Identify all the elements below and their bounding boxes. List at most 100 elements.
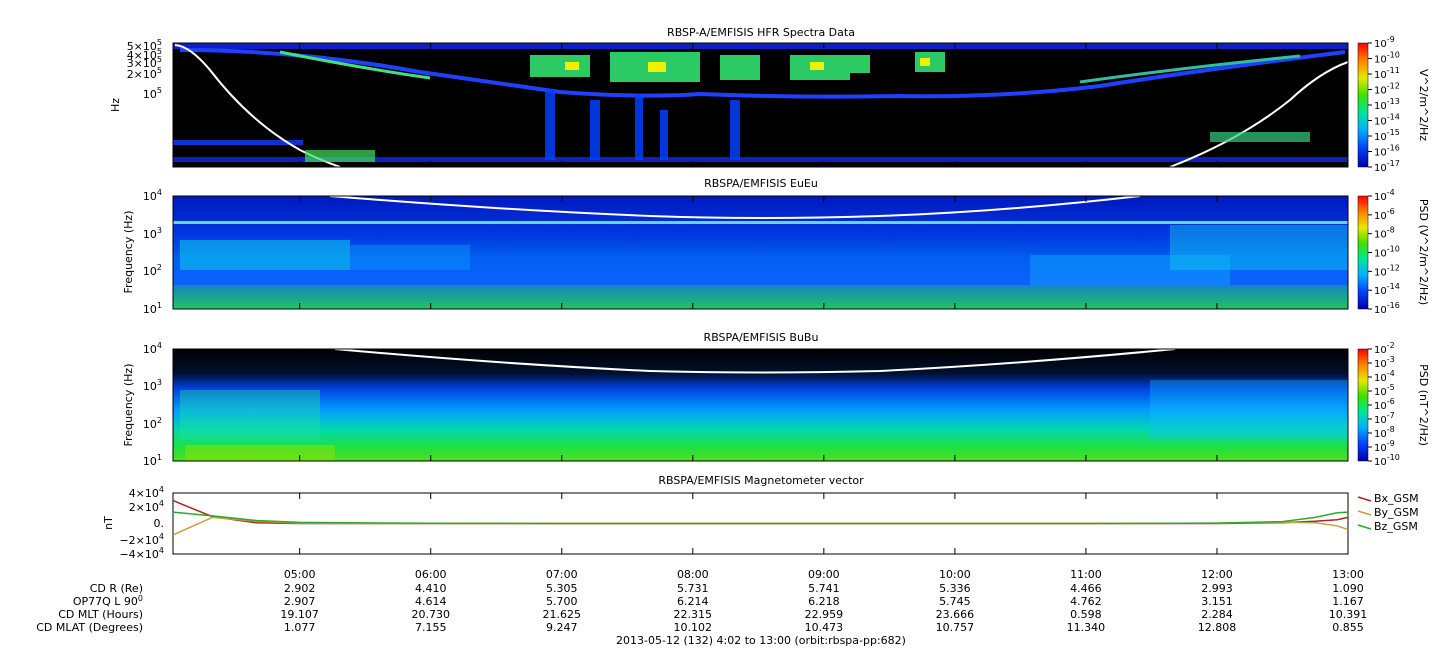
ephemeris-cell: 12.808	[1198, 621, 1237, 634]
panel-title-hfr: RBSP-A/EMFISIS HFR Spectra Data	[667, 26, 855, 39]
ephemeris-row-label: OP77Q L 900	[73, 594, 143, 608]
ephemeris-cell: 7.155	[415, 621, 447, 634]
ephemeris-cell: 4.614	[415, 595, 447, 608]
mag-ytick: −4×104	[119, 546, 164, 561]
ephemeris-cell: 1.090	[1332, 582, 1364, 595]
cbar-tick-label: 10-3	[1374, 355, 1395, 370]
cbar-tick-label: 10-13	[1374, 97, 1400, 112]
cbar-tick-label: 10-6	[1374, 397, 1395, 412]
mag-series	[172, 499, 1349, 536]
ephemeris-cell: 5.305	[546, 582, 578, 595]
ephemeris-cell: 9.247	[546, 621, 578, 634]
series-line-bz_gsm	[172, 511, 1349, 525]
ephemeris-cell: 5.741	[808, 582, 840, 595]
bubu-ytick: 102	[143, 416, 162, 431]
ephemeris-table: 05:00 06:00 07:00 08:00 09:00 10:00 11:00 12:00…	[36, 568, 1367, 634]
time-tick-label: 10:00	[939, 568, 971, 581]
time-tick-label: 09:00	[808, 568, 840, 581]
cbar-tick-label: 10-6	[1374, 207, 1395, 222]
eueu-ytick: 104	[143, 188, 162, 203]
legend-label: By_GSM	[1374, 506, 1419, 519]
ephemeris-row-label: CD R (Re)	[90, 582, 143, 595]
cbar-tick-label: 10-2	[1374, 341, 1395, 356]
ephemeris-cell: 10.473	[805, 621, 844, 634]
bubu-cbar-ticks: 10-210-310-410-510-610-710-810-910-10	[1368, 341, 1400, 468]
bubu-ytick: 104	[143, 341, 162, 356]
legend-swatch	[1357, 524, 1372, 530]
cbar-tick-label: 10-16	[1374, 301, 1400, 316]
time-tick-label: 08:00	[677, 568, 709, 581]
bubu-ytick: 101	[143, 453, 162, 468]
ephemeris-cell: 10.757	[936, 621, 975, 634]
ephemeris-cell: 1.167	[1332, 595, 1364, 608]
cbar-tick-label: 10-17	[1374, 159, 1400, 174]
footer-caption: 2013-05-12 (132) 4:02 to 13:00 (orbit:rb…	[616, 634, 906, 647]
eueu-cbar-label: PSD (V^2/m^2/Hz)	[1417, 199, 1430, 305]
ephemeris-row-label: CD MLT (Hours)	[58, 608, 143, 621]
cbar-tick-label: 10-12	[1374, 263, 1400, 278]
ephemeris-cell: 1.077	[284, 621, 316, 634]
cbar-tick-label: 10-4	[1374, 369, 1395, 384]
cbar-tick-label: 10-10	[1374, 453, 1400, 468]
bubu-colorbar	[1357, 348, 1369, 462]
ephemeris-cell: 11.340	[1067, 621, 1106, 634]
cbar-tick-label: 10-12	[1374, 82, 1400, 97]
cbar-tick-label: 10-14	[1374, 113, 1400, 128]
ephemeris-cell: 5.336	[939, 582, 971, 595]
cbar-tick-label: 10-9	[1374, 439, 1395, 454]
cbar-tick-label: 10-8	[1374, 226, 1395, 241]
time-tick-marks	[299, 43, 1349, 554]
hfr-spectrogram	[173, 43, 1349, 168]
cbar-tick-label: 10-10	[1374, 51, 1400, 66]
time-tick-label: 11:00	[1070, 568, 1102, 581]
legend-swatch	[1357, 510, 1372, 516]
eueu-ylabel: Frequency (Hz)	[122, 211, 135, 294]
ephemeris-cell: 0.855	[1332, 621, 1364, 634]
panel-title-eueu: RBSPA/EMFISIS EuEu	[704, 177, 818, 190]
cbar-tick-label: 10-4	[1374, 188, 1395, 203]
ephemeris-cell: 0.598	[1070, 608, 1102, 621]
ephemeris-cell: 23.666	[936, 608, 975, 621]
hfr-ytick: 105	[143, 86, 162, 101]
ephemeris-cell: 20.730	[411, 608, 450, 621]
ephemeris-cell: 6.218	[808, 595, 840, 608]
ephemeris-cell: 19.107	[280, 608, 319, 621]
hfr-colorbar	[1357, 42, 1369, 168]
mag-ytick: 4×104	[129, 485, 164, 500]
bubu-spectrogram	[173, 348, 1348, 461]
time-tick-label: 05:00	[284, 568, 316, 581]
eueu-ytick: 101	[143, 301, 162, 316]
ephemeris-cell: 2.902	[284, 582, 316, 595]
time-tick-label: 13:00	[1332, 568, 1364, 581]
panel-title-mag: RBSPA/EMFISIS Magnetometer vector	[658, 474, 864, 487]
ephemeris-cell: 5.745	[939, 595, 971, 608]
cbar-tick-label: 10-9	[1374, 35, 1395, 50]
bubu-ylabel: Frequency (Hz)	[122, 364, 135, 447]
ephemeris-row-label: CD MLAT (Degrees)	[36, 621, 143, 634]
bubu-yticks: 104 103 102 101	[143, 341, 162, 468]
cbar-tick-label: 10-16	[1374, 144, 1400, 159]
legend-label: Bz_GSM	[1374, 520, 1418, 533]
hfr-yticks: 5×105 4×105 3×105 2×105 105	[127, 38, 162, 101]
eueu-ytick: 102	[143, 263, 162, 278]
eueu-ytick: 103	[143, 226, 162, 241]
cbar-tick-label: 10-14	[1374, 282, 1400, 297]
hfr-cbar-label: V^2/m^2/Hz	[1417, 69, 1430, 141]
ephemeris-cell: 5.731	[677, 582, 709, 595]
mag-ytick: 0.	[154, 517, 165, 530]
time-tick-label: 07:00	[546, 568, 578, 581]
time-tick-label: 06:00	[415, 568, 447, 581]
ephemeris-cell: 5.700	[546, 595, 578, 608]
eueu-cbar-ticks: 10-4 10-6 10-8 10-10 10-12 10-14 10-16	[1368, 188, 1400, 316]
cbar-tick-label: 10-5	[1374, 383, 1395, 398]
ephemeris-cell: 10.391	[1329, 608, 1368, 621]
ephemeris-cell: 3.151	[1201, 595, 1233, 608]
ephemeris-cell: 2.993	[1201, 582, 1233, 595]
time-tick-label: 12:00	[1201, 568, 1233, 581]
ephemeris-cell: 21.625	[543, 608, 582, 621]
legend-label: Bx_GSM	[1374, 492, 1419, 505]
mag-ytick: −2×104	[119, 532, 164, 547]
cbar-tick-label: 10-8	[1374, 425, 1395, 440]
